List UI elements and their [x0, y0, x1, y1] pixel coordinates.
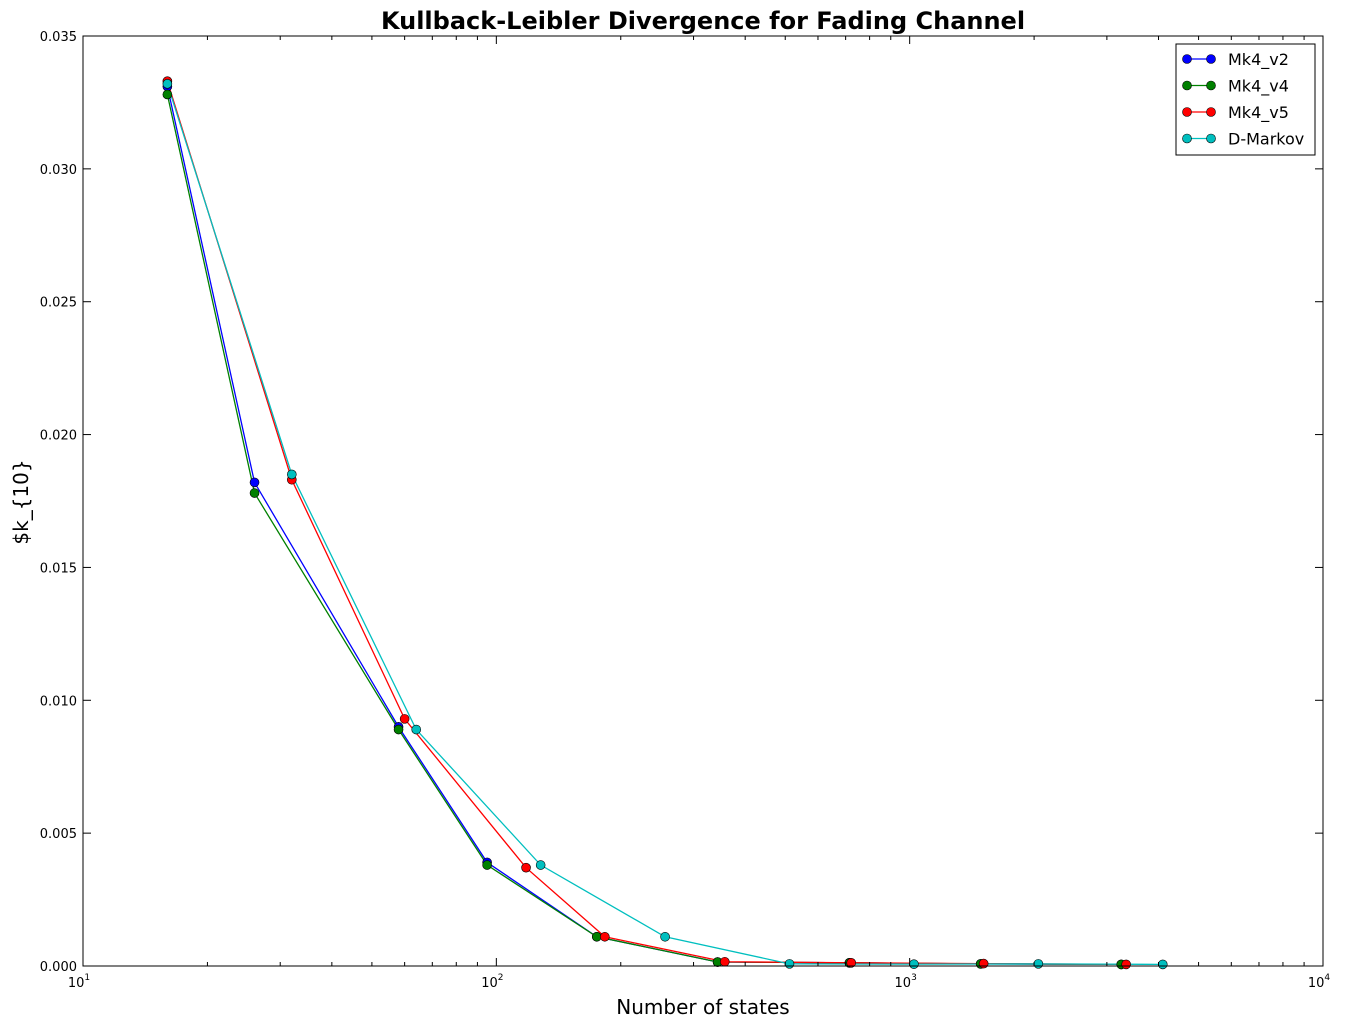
x-tick-label: 102	[481, 973, 503, 991]
data-point-Mk4_v4	[482, 860, 492, 870]
legend: Mk4_v2 Mk4_v4 Mk4_v5 D-Markov	[1175, 43, 1316, 156]
data-point-D-Markov	[1033, 959, 1044, 969]
legend-label: Mk4_v4	[1228, 77, 1289, 97]
legend-marker	[1182, 107, 1192, 117]
data-point-D-Markov	[660, 931, 670, 942]
data-point-Mk4_v5	[521, 862, 531, 873]
data-point-Mk4_v4	[393, 724, 404, 735]
data-point-Mk4_v5	[1121, 959, 1131, 970]
x-tick-exponent: 3	[911, 973, 917, 983]
data-point-Mk4_v5	[719, 956, 730, 967]
x-tick-exponent: 4	[1324, 973, 1330, 983]
data-point-D-Markov	[1157, 959, 1168, 970]
legend-marker	[1182, 133, 1192, 144]
data-point-Mk4_v5	[600, 931, 610, 942]
y-tick-label: 0.005	[40, 827, 77, 842]
data-point-D-Markov	[286, 469, 297, 480]
y-tick-label: 0.025	[40, 296, 77, 311]
legend-marker	[1206, 133, 1216, 144]
legend-marker	[1206, 54, 1216, 64]
chart-title: Kullback-Leibler Divergence for Fading C…	[381, 7, 1025, 35]
legend-marker	[1206, 107, 1216, 117]
x-tick-base: 10	[1308, 976, 1325, 991]
y-tick-label: 0.035	[40, 30, 77, 45]
x-tick-base: 10	[68, 976, 85, 991]
legend-marker	[1182, 80, 1192, 91]
data-point-Mk4_v4	[591, 931, 602, 942]
x-tick-label: 101	[68, 973, 90, 991]
legend-marker	[1182, 54, 1192, 64]
y-tick-label: 0.015	[40, 561, 77, 576]
x-tick-base: 10	[481, 976, 498, 991]
legend-marker	[1206, 80, 1216, 91]
x-tick-label: 104	[1308, 973, 1331, 991]
legend-label: D-Markov	[1228, 130, 1304, 149]
x-tick-exponent: 2	[498, 973, 504, 983]
plot-area	[162, 76, 1168, 970]
x-tick-base: 10	[895, 976, 912, 991]
y-tick-label: 0.030	[40, 163, 77, 178]
data-point-Mk4_v5	[846, 958, 856, 968]
plot-frame	[82, 35, 1324, 967]
x-tick-label: 103	[895, 973, 917, 991]
data-point-Mk4_v5	[399, 714, 410, 724]
data-point-Mk4_v5	[978, 958, 989, 969]
legend-label: Mk4_v2	[1228, 50, 1289, 70]
data-point-D-Markov	[162, 79, 173, 89]
data-point-D-Markov	[535, 860, 546, 870]
data-point-D-Markov	[784, 959, 795, 969]
data-point-D-Markov	[411, 724, 422, 735]
y-tick-label: 0.010	[40, 694, 77, 709]
y-tick-label: 0.000	[40, 960, 77, 975]
x-tick-exponent: 1	[84, 973, 90, 983]
legend-box	[1175, 43, 1316, 156]
x-axis-label: Number of states	[616, 995, 789, 1019]
y-axis-label: $k_{10}	[9, 459, 33, 544]
y-tick-label: 0.020	[40, 429, 77, 444]
data-point-Mk4_v2	[249, 477, 260, 488]
data-point-Mk4_v4	[249, 488, 260, 498]
legend-label: Mk4_v5	[1228, 103, 1289, 123]
data-point-D-Markov	[909, 959, 919, 969]
data-point-Mk4_v4	[162, 89, 173, 100]
axis-ticks: 0.000 0.005 0.010 0.015 0.020 0.025 0.030 0.035…	[40, 30, 1331, 991]
